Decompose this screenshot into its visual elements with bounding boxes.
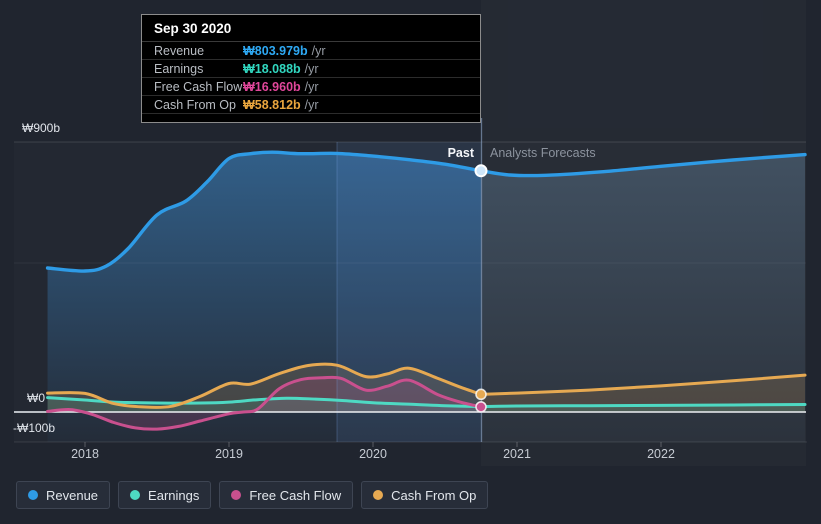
tooltip-value: ₩18.088b	[243, 61, 301, 76]
forecast-section-label: Analysts Forecasts	[490, 146, 596, 160]
tooltip-label: Cash From Op	[154, 97, 236, 112]
legend-item-cash-from-op[interactable]: Cash From Op	[361, 481, 489, 509]
tooltip-value: ₩58.812b	[243, 97, 301, 112]
cash-from-op-line-forecast	[479, 373, 807, 396]
earnings-line-past	[46, 396, 483, 409]
tooltip-row-free-cash-flow: Free Cash Flow ₩16.960b /yr	[142, 78, 480, 96]
chart-plot-area[interactable]	[0, 0, 821, 470]
earnings-line-forecast	[479, 403, 807, 409]
x-axis-label-2022: 2022	[647, 447, 675, 461]
revenue-legend-dot	[28, 490, 38, 500]
cash-from-op-line-past	[46, 362, 483, 409]
tooltip-row-revenue: Revenue ₩803.979b /yr	[142, 42, 480, 60]
chart-canvas	[14, 118, 807, 447]
chart-legend: Revenue Earnings Free Cash Flow Cash Fro…	[16, 481, 489, 509]
revenue-area-forecast	[481, 154, 805, 442]
revenue-line-past	[45, 150, 483, 273]
tooltip-unit: /yr	[311, 43, 326, 58]
y-axis-label-zero: ₩0	[27, 391, 45, 405]
y-axis-label-bottom: -₩100b	[13, 421, 56, 435]
tooltip-date: Sep 30 2020	[142, 15, 480, 42]
revenue-hover-marker[interactable]	[474, 164, 488, 178]
tooltip-row-earnings: Earnings ₩18.088b /yr	[142, 60, 480, 78]
cash-from-op-hover-marker[interactable]	[475, 388, 487, 401]
free-cash-flow-hover-marker[interactable]	[475, 401, 487, 413]
x-axis-label-2018: 2018	[71, 447, 99, 461]
tooltip-unit: /yr	[304, 97, 319, 112]
x-axis-label-2020: 2020	[359, 447, 387, 461]
legend-label: Cash From Op	[391, 487, 477, 503]
earnings-legend-dot	[130, 490, 141, 500]
y-axis-label-top: ₩900b	[22, 121, 61, 135]
legend-label: Revenue	[46, 487, 99, 503]
free-cash-flow-legend-dot	[231, 490, 242, 500]
legend-item-free-cash-flow[interactable]: Free Cash Flow	[219, 481, 354, 509]
tooltip-value: ₩16.960b	[243, 79, 301, 94]
legend-label: Earnings	[148, 487, 200, 503]
hover-highlight-band	[337, 142, 481, 442]
free-cash-flow-line-past	[46, 375, 483, 431]
legend-item-revenue[interactable]: Revenue	[16, 481, 111, 509]
past-section-label: Past	[447, 146, 474, 160]
tooltip-unit: /yr	[304, 79, 319, 94]
revenue-line-forecast	[479, 152, 807, 178]
earnings-area	[47, 397, 806, 412]
tooltip-label: Free Cash Flow	[154, 79, 243, 94]
tooltip-label: Earnings	[154, 61, 204, 76]
x-axis-label-2019: 2019	[215, 447, 243, 461]
tooltip-value: ₩803.979b	[243, 43, 308, 58]
revenue-area-past	[47, 152, 482, 442]
legend-item-earnings[interactable]: Earnings	[118, 481, 212, 509]
tooltip-unit: /yr	[304, 61, 319, 76]
x-axis-label-2021: 2021	[503, 447, 531, 461]
cash-from-op-legend-dot	[373, 490, 384, 500]
tooltip-label: Revenue	[154, 43, 205, 58]
legend-label: Free Cash Flow	[249, 487, 342, 503]
chart-tooltip: Sep 30 2020 Revenue ₩803.979b /yr Earnin…	[141, 14, 481, 123]
tooltip-row-cash-from-op: Cash From Op ₩58.812b /yr	[142, 96, 480, 114]
